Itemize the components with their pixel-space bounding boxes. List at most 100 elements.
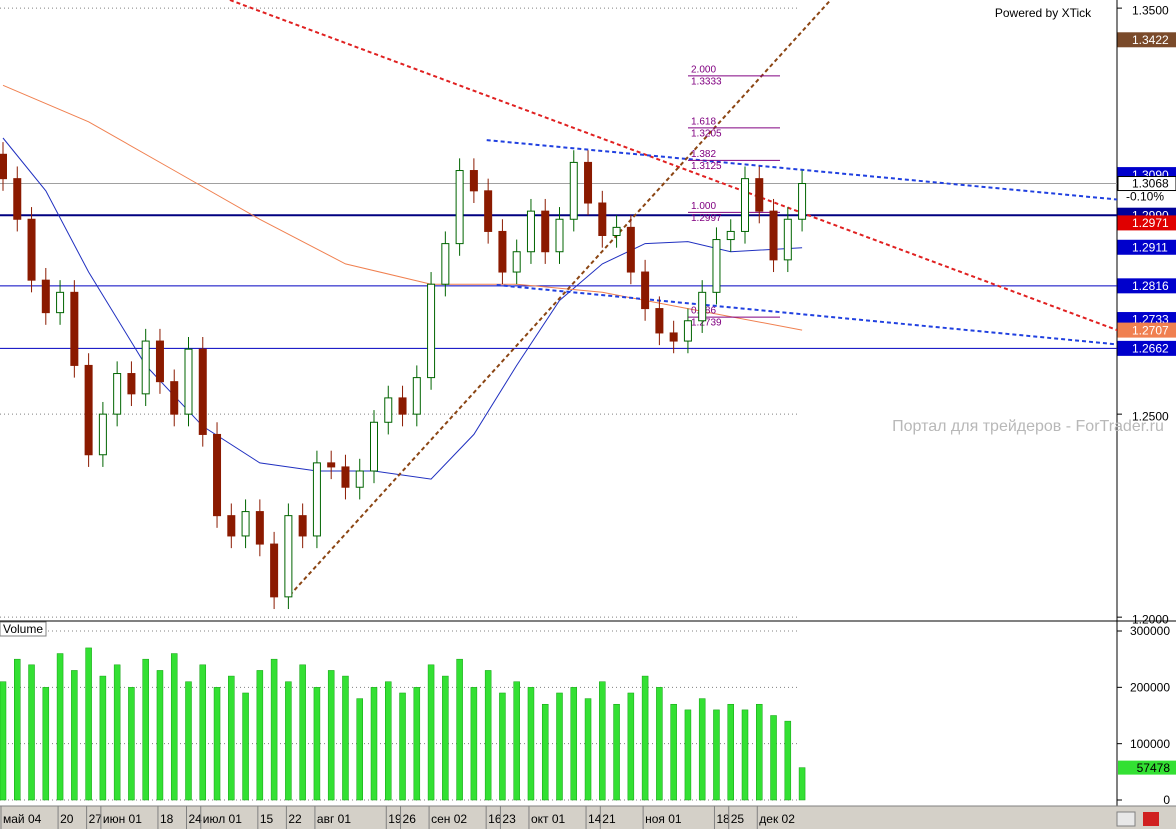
volume-bar (128, 687, 135, 801)
volume-bar (370, 687, 378, 801)
x-tick-label: июл 01 (203, 812, 242, 826)
y-tick-label: 100000 (1130, 737, 1170, 751)
candle-body (98, 413, 107, 456)
volume-bar (170, 653, 178, 801)
volume-bar (199, 664, 207, 801)
exit-icon[interactable] (1143, 812, 1159, 826)
volume-bar (484, 670, 492, 801)
candle-body (369, 421, 378, 472)
x-tick-label: 20 (60, 812, 74, 826)
candle-body (612, 226, 621, 236)
volume-bar (399, 692, 406, 801)
candle-body (798, 183, 807, 220)
x-tick-label: 15 (260, 812, 274, 826)
y-tick-label: 1.2000 (1132, 612, 1169, 626)
volume-bar (627, 692, 635, 801)
volume-bar (442, 675, 449, 801)
candle-body (541, 210, 550, 253)
volume-bar (56, 653, 64, 801)
x-tick-label: 14 (588, 812, 602, 826)
y-tick-label: 200000 (1130, 681, 1170, 695)
volume-bar (285, 681, 292, 801)
price-tag (1117, 340, 1176, 356)
watermark: Портал для трейдеров - ForTrader.ru (892, 418, 1164, 435)
volume-bar (113, 664, 121, 801)
candle-body (141, 340, 150, 395)
volume-bar (656, 687, 663, 801)
volume-bar (256, 670, 264, 801)
candle-body (27, 218, 36, 281)
x-tick-label: сен 02 (431, 812, 467, 826)
price-tag-label: 1.3422 (1132, 33, 1169, 47)
volume-bar (356, 698, 363, 801)
y-tick-label: 0 (1163, 793, 1170, 807)
candle-body (327, 462, 336, 468)
volume-bar (28, 664, 35, 801)
trend-line (229, 0, 1117, 332)
candle-body (13, 178, 22, 220)
volume-bar (327, 670, 335, 801)
x-tick-label: 16 (488, 812, 502, 826)
x-tick-label: окт 01 (531, 812, 566, 826)
volume-bar (242, 692, 249, 801)
volume-bar (270, 658, 278, 801)
candle-body (70, 291, 79, 366)
volume-bar (741, 709, 749, 801)
candle-body (626, 226, 635, 273)
volume-bar (385, 681, 392, 801)
x-tick-label: ноя 01 (645, 812, 682, 826)
volume-bar (0, 681, 7, 801)
fib-ratio: 2.000 (691, 65, 716, 76)
candle-body (398, 397, 407, 415)
candle-body (455, 170, 464, 245)
candle-body (683, 320, 692, 342)
candle-body (227, 515, 236, 537)
volume-bar (784, 720, 792, 801)
y-tick-label: 300000 (1130, 624, 1170, 638)
volume-bar (713, 709, 720, 801)
trend-line (289, 0, 832, 596)
candle-body (213, 433, 222, 517)
price-tag-label: 1.2662 (1132, 342, 1169, 356)
candle-body (512, 251, 521, 273)
fib-price: 1.2997 (691, 213, 722, 224)
moving-average (2, 137, 803, 480)
credit: Powered by XTick (995, 6, 1092, 20)
x-tick-label: 25 (731, 812, 745, 826)
candle-body (712, 239, 721, 293)
volume-bar (156, 670, 164, 801)
candle-body (184, 348, 193, 415)
volume-bar (499, 692, 506, 801)
volume-bar (427, 664, 435, 801)
candle-body (598, 202, 607, 236)
candle-body (469, 170, 478, 192)
candle-body (441, 243, 450, 285)
candle-body (84, 364, 93, 456)
fib-ratio: 1.618 (691, 117, 716, 128)
price-tag (1117, 322, 1176, 338)
fib-price: 1.3333 (691, 77, 722, 88)
volume-bar (570, 687, 578, 801)
scroll-icon[interactable] (1116, 811, 1136, 827)
price-tag-label: 1.2816 (1132, 279, 1169, 293)
volume-bar (556, 692, 563, 801)
volume-bar (185, 681, 192, 801)
x-tick-label: май 04 (3, 812, 42, 826)
volume-bar (342, 675, 349, 801)
price-tag (1117, 239, 1176, 255)
volume-pane (0, 630, 806, 801)
x-tick-label: 24 (188, 812, 202, 826)
volume-bar (213, 687, 221, 801)
y-tick-label: 1.2500 (1132, 409, 1169, 423)
volume-bar (99, 675, 107, 801)
candle-body (740, 178, 749, 232)
candle-body (427, 283, 436, 379)
candle-body (498, 230, 507, 273)
volume-bar (641, 675, 649, 801)
candle-body (698, 291, 707, 322)
x-tick-label: 27 (89, 812, 103, 826)
x-tick-label: июн 01 (103, 812, 142, 826)
volume-bar (527, 687, 535, 801)
x-tick-label: дек 02 (759, 812, 795, 826)
candle-body (669, 332, 678, 342)
